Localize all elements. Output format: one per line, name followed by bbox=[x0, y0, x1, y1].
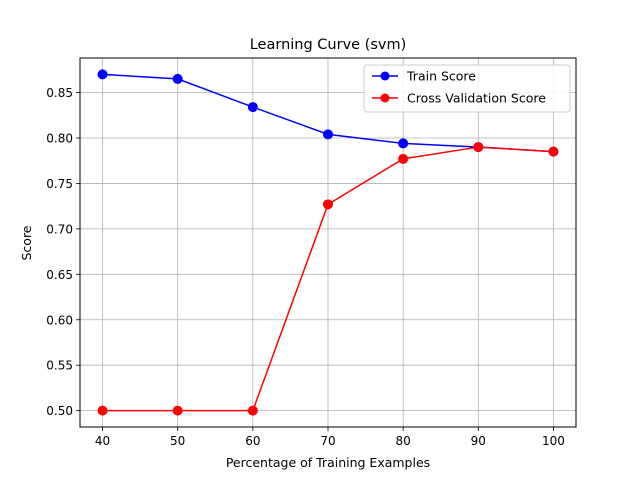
legend-train-score-label: Train Score bbox=[406, 69, 476, 84]
cross-validation-score-point bbox=[548, 146, 559, 157]
y-tick-label: 0.50 bbox=[46, 404, 73, 418]
legend-cross-validation-score-marker bbox=[380, 93, 390, 103]
cross-validation-score-point bbox=[323, 199, 333, 210]
train-score-point bbox=[172, 73, 183, 84]
cross-validation-score-point bbox=[473, 142, 484, 153]
cross-validation-score-point bbox=[97, 405, 108, 416]
axes: 40 50 60 70 80 90 100 0.50 0.55 0.60 0.65 0.70 0.75 0… bbox=[46, 86, 565, 448]
x-tick-label: 70 bbox=[320, 434, 335, 448]
cross-validation-score-point bbox=[172, 405, 183, 416]
y-tick-label: 0.75 bbox=[46, 177, 73, 191]
y-tick-label: 0.70 bbox=[46, 222, 73, 236]
legend-train-score-marker bbox=[380, 71, 390, 81]
train-score-point bbox=[97, 69, 108, 80]
legend-box bbox=[363, 64, 571, 113]
x-tick-label: 100 bbox=[542, 434, 565, 448]
y-tick-label: 0.80 bbox=[46, 131, 73, 145]
x-tick-label: 40 bbox=[95, 434, 110, 448]
y-tick-label: 0.55 bbox=[46, 359, 73, 373]
x-tick-label: 50 bbox=[170, 434, 185, 448]
x-axis-label: Percentage of Training Examples bbox=[226, 455, 430, 470]
cross-validation-score-point bbox=[398, 153, 409, 164]
x-tick-label: 80 bbox=[396, 434, 411, 448]
series-layer bbox=[97, 69, 559, 416]
y-tick-label: 0.60 bbox=[46, 313, 73, 327]
x-tick-label: 60 bbox=[245, 434, 260, 448]
train-score-point bbox=[398, 138, 409, 149]
chart-title: Learning Curve (svm) bbox=[250, 37, 407, 53]
cross-validation-score-point bbox=[247, 405, 258, 416]
y-axis-label: Score bbox=[19, 225, 34, 260]
train-score-point bbox=[323, 129, 333, 140]
y-tick-label: 0.85 bbox=[46, 86, 73, 100]
y-tick-label: 0.65 bbox=[46, 268, 73, 282]
train-score-point bbox=[247, 102, 258, 113]
legend-cross-validation-score-label: Cross Validation Score bbox=[407, 91, 546, 106]
legend: Train Score Cross Validation Score bbox=[363, 64, 571, 113]
x-tick-label: 90 bbox=[471, 434, 486, 448]
